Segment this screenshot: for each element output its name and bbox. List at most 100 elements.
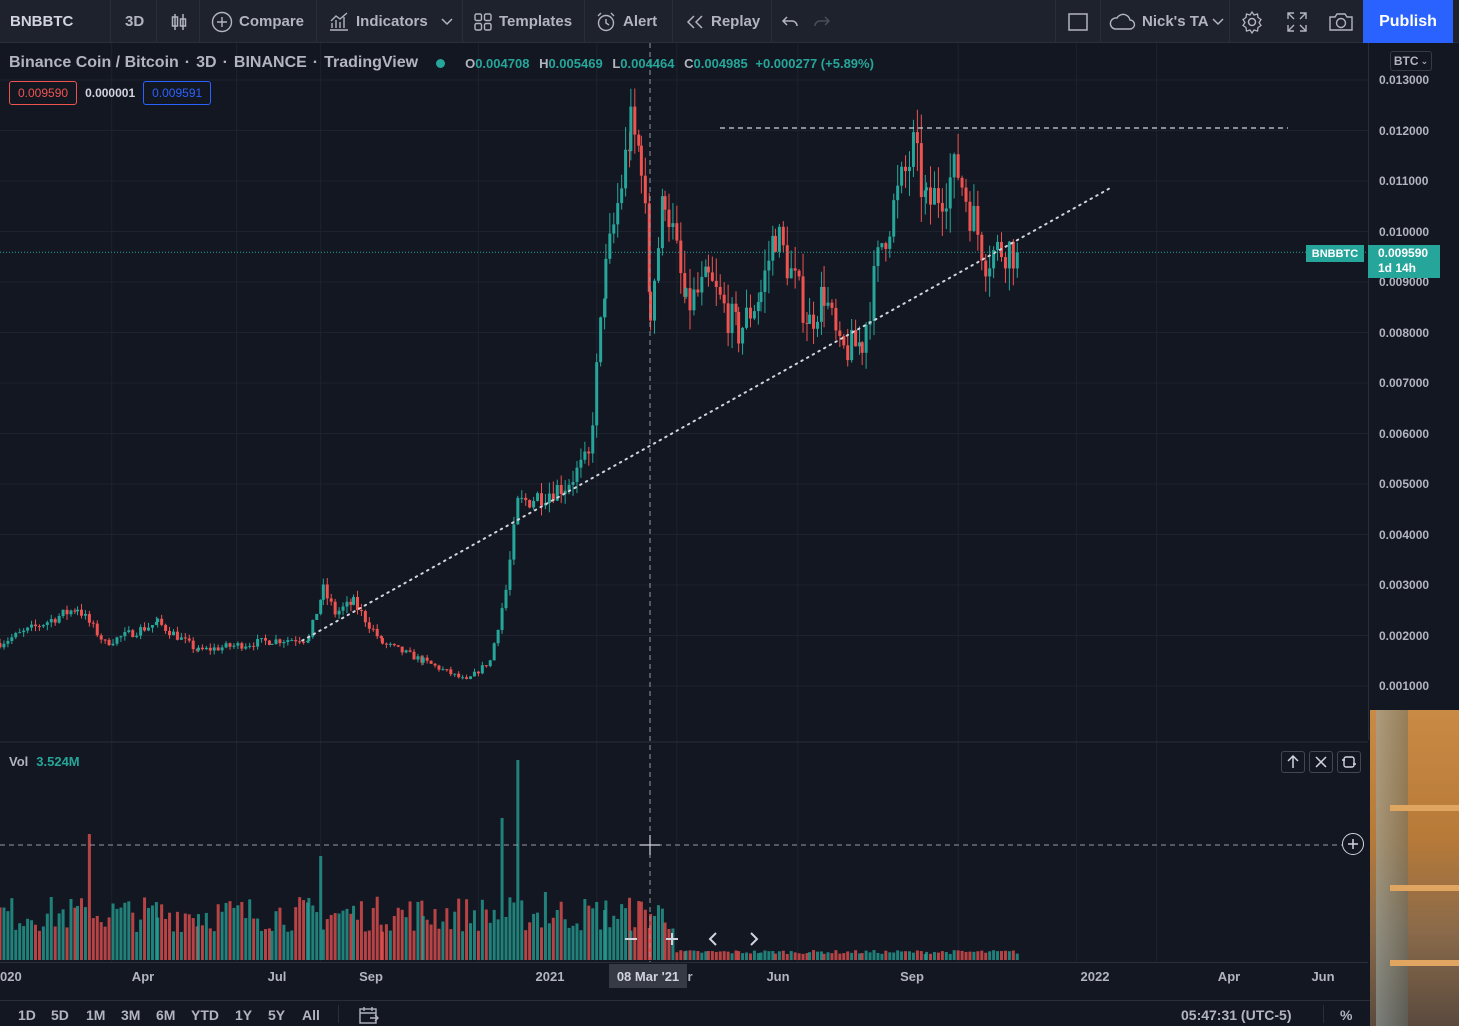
range-6m-button[interactable]: 6M (156, 1007, 176, 1023)
indicators-button[interactable]: Indicators (328, 0, 428, 43)
time-axis[interactable]: 020 Apr Jul Sep 2021 r Jun Sep 2022 Apr Jun (0, 962, 1368, 992)
range-ytd-button[interactable]: YTD (191, 1007, 219, 1023)
volume-bar (781, 950, 785, 960)
volume-bar (488, 922, 492, 960)
candle-body (220, 647, 224, 651)
candlestick-series (0, 88, 1019, 680)
range-1d-button[interactable]: 1D (18, 1007, 36, 1023)
replay-button[interactable]: Replay (685, 0, 760, 43)
price-axis[interactable]: 0.013000 0.012000 0.011000 0.010000 0.009000… (1368, 43, 1459, 740)
pane-maximize-button[interactable] (1337, 751, 1361, 773)
candle-body (412, 651, 416, 660)
currency-dropdown[interactable]: BTC ⌄ (1390, 51, 1432, 71)
range-1m-button[interactable]: 1M (86, 1007, 106, 1023)
volume-bar (196, 914, 200, 960)
alert-button[interactable]: Alert (595, 0, 657, 43)
volume-bar (168, 912, 172, 960)
volume-bar (748, 953, 752, 960)
snapshot-button[interactable] (1328, 0, 1360, 43)
range-all-button[interactable]: All (302, 1007, 320, 1023)
candle-body (752, 311, 756, 319)
candle-body (396, 645, 400, 647)
clock-timezone[interactable]: 05:47:31 (UTC-5) (1181, 1007, 1292, 1023)
layout-select-button[interactable] (1067, 0, 1095, 43)
sell-price-button[interactable]: 0.009590 (9, 81, 78, 105)
candle-body (164, 624, 168, 631)
compare-button[interactable]: Compare (211, 0, 304, 43)
candle-body (10, 637, 14, 641)
volume-bar (91, 918, 95, 960)
layout-dropdown[interactable] (1212, 0, 1230, 43)
candle-body (595, 362, 599, 426)
low-label: L (612, 55, 621, 71)
spread-value: 0.000001 (85, 86, 136, 100)
price-chart[interactable] (0, 43, 1368, 962)
volume-bar (53, 926, 57, 960)
buy-price-button[interactable]: 0.009591 (143, 81, 212, 105)
candle-body (228, 643, 232, 647)
fullscreen-button[interactable] (1286, 0, 1314, 43)
candle-body (216, 647, 220, 651)
candle-body (567, 484, 571, 491)
candle-body (880, 243, 884, 248)
volume-bar (191, 918, 195, 960)
volume-bar (667, 928, 671, 960)
symbol-search-button[interactable]: BNBBTC (10, 0, 73, 43)
add-alert-button[interactable] (1342, 833, 1364, 855)
price-tick-label: 0.008000 (1379, 325, 1430, 340)
zoom-in-button[interactable] (657, 925, 687, 953)
time-tick-label: Jul (267, 969, 287, 984)
volume-bar (559, 901, 563, 960)
candle-body (392, 643, 396, 646)
redo-button[interactable] (813, 0, 837, 43)
volume-bar (616, 918, 620, 960)
volume-bar (131, 912, 135, 960)
compare-label: Compare (239, 13, 305, 30)
chart-style-button[interactable] (170, 0, 194, 43)
range-5d-button[interactable]: 5D (51, 1007, 69, 1023)
volume-bar (793, 952, 797, 960)
trendline (301, 187, 1111, 642)
volume-bar (480, 899, 484, 960)
range-1y-button[interactable]: 1Y (235, 1007, 253, 1023)
interval-button[interactable]: 3D (125, 0, 144, 43)
volume-bar (551, 917, 555, 960)
volume-bar (599, 929, 603, 960)
candle-body (278, 639, 282, 644)
volume-bar (624, 908, 628, 960)
volume-bar (575, 923, 579, 960)
templates-button[interactable]: Templates (473, 0, 572, 43)
undo-button[interactable] (781, 0, 805, 43)
candle-body (660, 196, 664, 249)
publish-button[interactable]: Publish (1363, 0, 1453, 43)
pane-close-button[interactable] (1309, 751, 1333, 773)
volume-bar (267, 928, 271, 960)
candle-body (224, 643, 228, 648)
volume-bar (216, 904, 220, 960)
volume-bar (500, 818, 504, 960)
candle-body (612, 224, 616, 234)
candle-body (191, 640, 195, 650)
percent-scale-toggle[interactable]: % (1340, 1007, 1353, 1023)
volume-bar (777, 951, 781, 960)
candle-body (107, 639, 111, 646)
candle-body (620, 188, 624, 204)
save-layout-button[interactable]: Nick's TA (1108, 0, 1209, 43)
range-3m-button[interactable]: 3M (121, 1007, 141, 1023)
bar-countdown: 1d 14h (1378, 261, 1417, 275)
settings-button[interactable] (1240, 0, 1270, 43)
scroll-left-button[interactable] (698, 925, 728, 953)
drawing-overlays (0, 43, 1368, 962)
pane-move-up-button[interactable] (1281, 751, 1305, 773)
volume-bar (763, 950, 767, 960)
range-5y-button[interactable]: 5Y (268, 1007, 286, 1023)
scroll-right-button[interactable] (739, 925, 769, 953)
price-tick-label: 0.006000 (1379, 426, 1430, 441)
candle-body (842, 335, 846, 346)
volume-bar (345, 908, 349, 960)
volume-bar (204, 912, 208, 960)
indicators-dropdown[interactable] (441, 0, 459, 43)
zoom-out-button[interactable] (616, 925, 646, 953)
plus-icon (1348, 839, 1358, 849)
date-range-button[interactable] (359, 1006, 379, 1026)
